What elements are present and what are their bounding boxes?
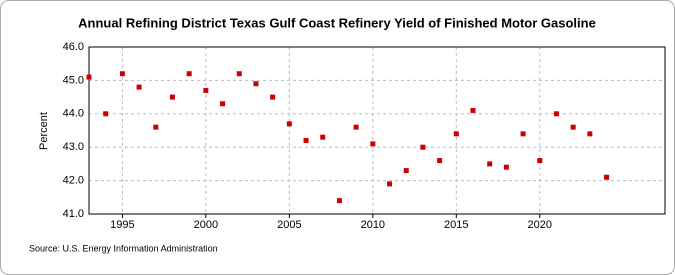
point (587, 131, 593, 137)
point (370, 141, 376, 147)
point (503, 164, 509, 170)
point (119, 71, 125, 77)
point (553, 111, 559, 117)
point (236, 71, 242, 77)
point (604, 174, 610, 180)
point (169, 94, 175, 100)
source: Source: U.S. Energy Information Administ… (29, 243, 218, 253)
point (186, 71, 192, 77)
point (403, 168, 409, 174)
point (420, 144, 426, 150)
point (487, 161, 493, 167)
point (253, 81, 259, 87)
point (286, 121, 292, 127)
point (336, 198, 342, 204)
point (303, 138, 309, 144)
y-tick-label: 44.0 (63, 108, 84, 120)
point (520, 131, 526, 137)
point (86, 74, 92, 80)
x-tick-label: 2010 (361, 219, 385, 231)
x-tick-label: 2020 (528, 219, 552, 231)
plot-area (88, 46, 666, 215)
x-tick-label: 2005 (277, 219, 301, 231)
point (537, 158, 543, 164)
point (136, 84, 142, 90)
y-tick-label: 46.0 (63, 41, 84, 53)
x-tick-label: 2015 (444, 219, 468, 231)
chart-title: Annual Refining District Texas Gulf Coas… (78, 15, 596, 30)
point (570, 124, 576, 130)
point (387, 181, 393, 187)
y-tick-label: 42.0 (63, 175, 84, 187)
y-tick-label: 41.0 (63, 208, 84, 220)
point (353, 124, 359, 130)
x-tick-label: 1995 (110, 219, 134, 231)
point (103, 111, 109, 117)
point (453, 131, 459, 137)
point (220, 101, 226, 107)
point (270, 94, 276, 100)
point (470, 107, 476, 113)
y-axis-label: Percent (38, 112, 50, 150)
x-tick-label: 2000 (194, 219, 218, 231)
y-tick-label: 45.0 (63, 74, 84, 86)
point (203, 87, 209, 93)
point (320, 134, 326, 140)
point (437, 158, 443, 164)
point (153, 124, 159, 130)
y-tick-label: 43.0 (63, 141, 84, 153)
